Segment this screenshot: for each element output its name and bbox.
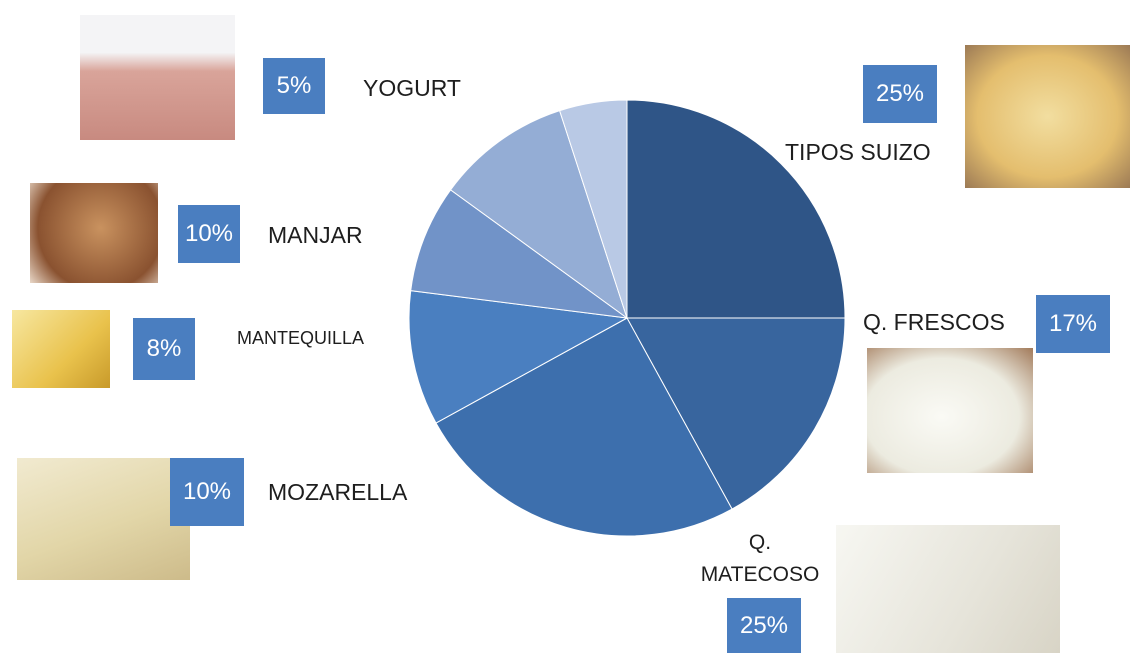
yogurt-photo [80,15,235,140]
value-label: 17% [1036,295,1110,353]
category-label: YOGURT [363,72,523,104]
category-label: MANTEQUILLA [237,322,417,354]
value-label: 10% [178,205,240,263]
category-label: Q. MATECOSO [690,527,830,591]
value-label: 5% [263,58,325,114]
category-label: MANJAR [268,219,428,251]
value-label: 8% [133,318,195,380]
manjar-photo [30,183,158,283]
page: 25% TIPOS SUIZO 17%Q. FRESCOS 25% Q. MATECOS… [0,0,1131,653]
matecoso-photo [836,525,1060,653]
pie-slice [627,100,845,318]
butter-photo [12,310,110,388]
fresh-cheese-photo [867,348,1033,473]
mozarella-photo [17,458,190,580]
category-label: TIPOS SUIZO [785,136,985,168]
value-label: 25% [727,598,801,653]
swiss-cheese-photo [965,45,1130,188]
value-label: 25% [863,65,937,123]
value-label: 10% [170,458,244,526]
category-label: MOZARELLA [268,476,468,508]
category-label: Q. FRESCOS [863,306,1043,338]
